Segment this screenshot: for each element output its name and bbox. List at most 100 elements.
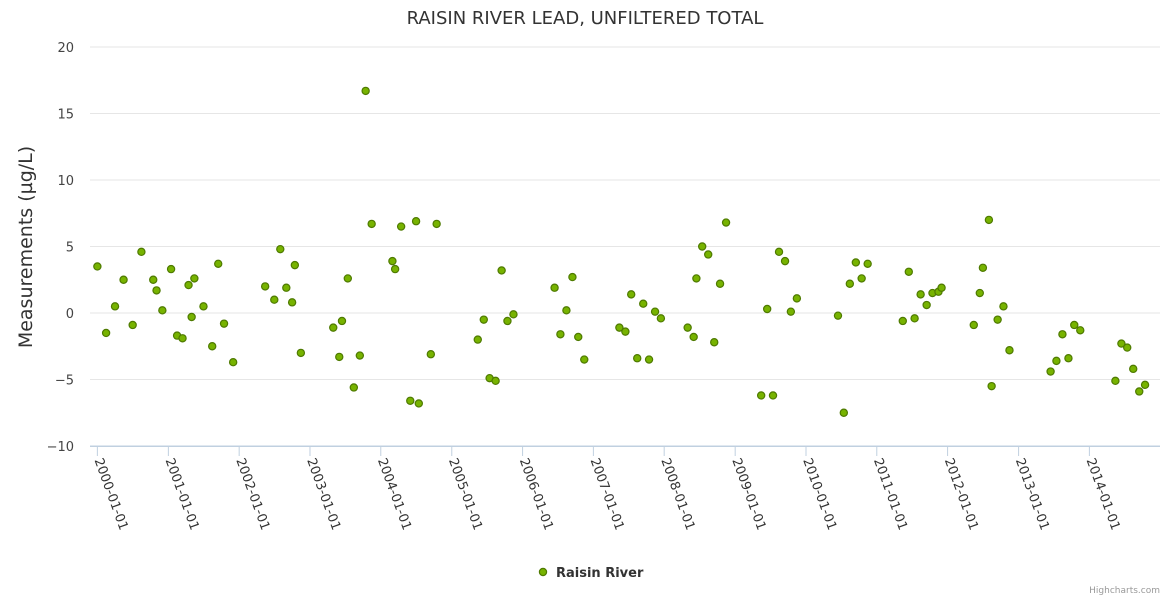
data-point[interactable] [219, 319, 229, 328]
data-point[interactable] [633, 354, 642, 363]
data-point[interactable] [615, 323, 624, 332]
data-point[interactable] [432, 219, 441, 229]
data-point[interactable] [993, 315, 1002, 324]
data-point[interactable] [999, 302, 1008, 311]
data-point[interactable] [644, 355, 654, 364]
data-point[interactable] [984, 215, 994, 225]
data-point[interactable] [1005, 346, 1014, 355]
data-point[interactable] [639, 299, 648, 308]
data-point[interactable] [1058, 330, 1067, 339]
data-point[interactable] [190, 274, 199, 283]
data-point[interactable] [910, 314, 919, 323]
data-point[interactable] [367, 219, 376, 229]
data-point[interactable] [1135, 387, 1144, 396]
data-point[interactable] [627, 290, 636, 299]
data-point[interactable] [411, 217, 421, 226]
data-point[interactable] [137, 247, 146, 257]
data-point[interactable] [287, 298, 297, 307]
data-point[interactable] [158, 306, 167, 315]
data-point[interactable] [692, 274, 701, 283]
data-point[interactable] [149, 275, 158, 284]
data-point[interactable] [704, 250, 713, 259]
data-point[interactable] [574, 332, 583, 342]
data-point[interactable] [178, 334, 187, 343]
data-point[interactable] [768, 391, 778, 400]
data-point[interactable] [349, 383, 359, 392]
data-point[interactable] [335, 352, 344, 362]
data-point[interactable] [562, 306, 571, 315]
data-point[interactable] [503, 316, 512, 326]
data-point[interactable] [414, 399, 423, 408]
data-point[interactable] [110, 302, 120, 311]
data-point[interactable] [975, 288, 984, 298]
data-point[interactable] [1129, 364, 1138, 374]
data-point[interactable] [916, 290, 925, 299]
data-point[interactable] [1052, 356, 1061, 366]
data-point[interactable] [556, 330, 565, 339]
data-point[interactable] [851, 258, 861, 267]
data-point[interactable] [166, 264, 176, 274]
data-point[interactable] [296, 348, 306, 358]
data-point[interactable] [199, 302, 208, 311]
data-point[interactable] [406, 396, 415, 405]
data-point[interactable] [1111, 376, 1120, 386]
data-point[interactable] [361, 86, 370, 96]
data-point[interactable] [715, 279, 725, 288]
data-point[interactable] [937, 283, 946, 292]
data-point[interactable] [1064, 354, 1073, 363]
data-point[interactable] [355, 351, 365, 360]
data-point[interactable] [1123, 343, 1132, 352]
data-point[interactable] [1070, 320, 1079, 330]
data-point[interactable] [845, 279, 855, 288]
data-point[interactable] [329, 323, 338, 332]
data-point[interactable] [214, 259, 223, 268]
data-point[interactable] [650, 307, 660, 316]
data-point[interactable] [580, 355, 589, 364]
data-point[interactable] [1140, 380, 1150, 390]
data-point[interactable] [683, 323, 692, 332]
data-point[interactable] [987, 381, 996, 391]
data-point[interactable] [780, 256, 790, 266]
data-point[interactable] [863, 259, 872, 268]
data-point[interactable] [550, 283, 559, 292]
series-raisin-river[interactable] [93, 86, 1150, 417]
data-point[interactable] [228, 358, 238, 367]
data-point[interactable] [774, 247, 784, 257]
data-point[interactable] [343, 274, 353, 283]
data-point[interactable] [396, 222, 406, 231]
data-point[interactable] [839, 408, 849, 417]
data-point[interactable] [184, 280, 193, 290]
data-point[interactable] [762, 304, 772, 314]
data-point[interactable] [270, 295, 279, 304]
data-point[interactable] [152, 286, 161, 295]
data-point[interactable] [710, 338, 719, 347]
credits-link[interactable]: Highcharts.com [1089, 586, 1160, 596]
data-point[interactable] [93, 262, 102, 271]
data-point[interactable] [568, 272, 577, 282]
data-point[interactable] [978, 263, 988, 272]
data-point[interactable] [721, 218, 731, 227]
data-point[interactable] [479, 315, 488, 324]
data-point[interactable] [426, 350, 436, 359]
legend[interactable]: Raisin River [538, 566, 644, 581]
data-point[interactable] [491, 376, 500, 386]
data-point[interactable] [128, 320, 137, 330]
data-point[interactable] [689, 332, 698, 342]
data-point[interactable] [698, 242, 707, 251]
data-point[interactable] [1076, 326, 1085, 335]
data-point[interactable] [1117, 339, 1126, 348]
data-point[interactable] [656, 314, 666, 323]
data-point[interactable] [786, 307, 796, 316]
data-point[interactable] [969, 320, 978, 330]
data-point[interactable] [792, 294, 802, 303]
data-point[interactable] [337, 316, 347, 326]
data-point[interactable] [290, 260, 300, 270]
data-point[interactable] [756, 391, 766, 400]
data-point[interactable] [621, 327, 630, 336]
data-point[interactable] [833, 311, 843, 320]
data-point[interactable] [276, 244, 285, 254]
data-point[interactable] [509, 310, 518, 319]
legend-label[interactable]: Raisin River [556, 566, 644, 581]
data-point[interactable] [1046, 367, 1055, 376]
data-point[interactable] [282, 283, 291, 292]
